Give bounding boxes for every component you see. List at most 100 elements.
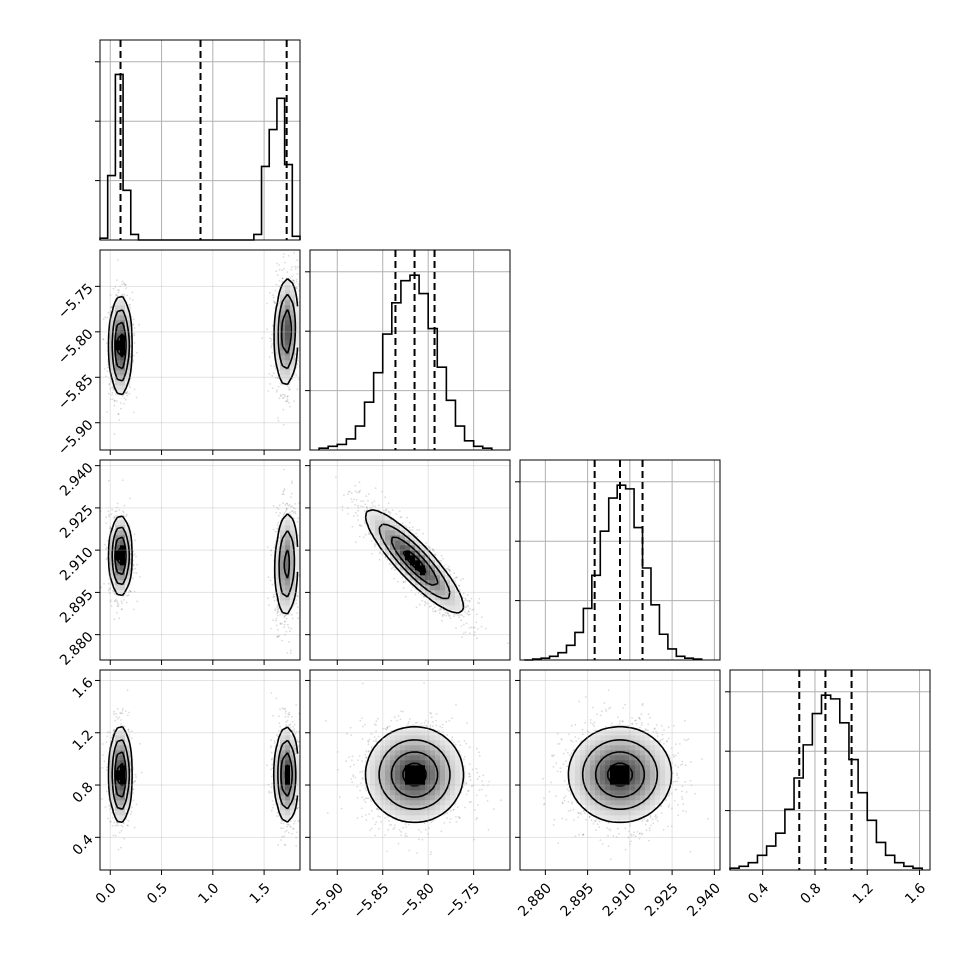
- sample-point: [117, 603, 120, 606]
- sample-point: [462, 623, 465, 626]
- sample-point: [277, 607, 280, 610]
- sample-point: [279, 623, 282, 626]
- sample-point: [292, 511, 295, 514]
- sample-point: [432, 610, 434, 613]
- sample-point: [133, 327, 136, 329]
- sample-point: [305, 334, 307, 336]
- sample-point: [115, 279, 118, 281]
- contour-line: [107, 278, 299, 396]
- sample-point: [287, 395, 289, 398]
- histogram-panel-2: [515, 459, 721, 661]
- density-cell: [285, 565, 291, 571]
- sample-point: [304, 332, 306, 334]
- sample-point: [106, 411, 108, 413]
- density-cell: [280, 355, 286, 361]
- density-cell: [280, 290, 286, 296]
- density-cell: [120, 575, 126, 581]
- sample-point: [107, 589, 110, 592]
- sample-point: [448, 570, 451, 573]
- density-cell: [115, 305, 121, 311]
- density-cell: [115, 360, 121, 366]
- sample-point: [272, 372, 275, 374]
- sample-point: [271, 343, 273, 345]
- density-cell: [120, 390, 126, 396]
- sample-point: [115, 598, 117, 601]
- sample-point: [122, 599, 125, 601]
- sample-point: [129, 497, 131, 500]
- sample-point: [291, 275, 293, 277]
- sample-point: [282, 513, 285, 516]
- sample-point: [364, 503, 366, 506]
- sample-point: [272, 505, 275, 507]
- sample-point: [114, 599, 117, 602]
- density-cell: [115, 375, 121, 381]
- sample-point: [460, 625, 463, 627]
- sample-point: [123, 283, 126, 286]
- sample-point: [343, 494, 345, 496]
- sample-point: [304, 353, 306, 355]
- density-cell: [120, 550, 126, 556]
- sample-point: [276, 604, 279, 607]
- density-cell: [290, 530, 296, 536]
- density-cell: [280, 530, 286, 536]
- sample-point: [360, 500, 363, 503]
- sample-point: [377, 504, 380, 507]
- panel-background: [100, 250, 300, 450]
- sample-point: [277, 521, 279, 524]
- sample-point: [277, 610, 280, 613]
- sample-point: [116, 604, 119, 607]
- sample-point: [374, 505, 377, 508]
- sample-point: [278, 268, 281, 271]
- sample-point: [350, 498, 353, 500]
- sample-point: [123, 282, 125, 284]
- contour-line: [111, 526, 296, 598]
- sample-point: [110, 605, 113, 607]
- sample-point: [274, 619, 277, 622]
- density-cell: [120, 360, 126, 366]
- sample-point: [366, 506, 368, 509]
- sample-point: [466, 604, 469, 607]
- sample-point: [359, 489, 362, 492]
- density-cell: [280, 575, 286, 581]
- sample-point: [278, 595, 281, 598]
- sample-point: [379, 552, 381, 555]
- sample-point: [418, 603, 421, 606]
- sample-point: [124, 284, 127, 286]
- sample-point: [374, 487, 377, 489]
- sample-point: [442, 557, 444, 560]
- sample-point: [293, 400, 295, 403]
- sample-point: [113, 517, 116, 520]
- density-cell: [285, 590, 291, 596]
- sample-point: [120, 608, 123, 610]
- sample-point: [470, 626, 473, 629]
- sample-point: [295, 599, 298, 601]
- sample-point: [102, 338, 105, 341]
- density-cell: [285, 325, 291, 331]
- sample-point: [132, 577, 134, 580]
- sample-point: [452, 613, 455, 615]
- sample-point: [464, 597, 467, 600]
- sample-point: [464, 631, 467, 634]
- sample-point: [473, 631, 476, 634]
- sample-point: [285, 507, 288, 510]
- panel-frame: [99, 249, 301, 451]
- sample-point: [295, 602, 298, 605]
- sample-point: [270, 549, 273, 552]
- sample-point: [109, 527, 111, 530]
- density-cell: [125, 315, 131, 321]
- sample-point: [274, 289, 277, 292]
- sample-point: [286, 652, 289, 654]
- sample-point: [106, 350, 109, 352]
- sample-point: [276, 606, 279, 609]
- sample-point: [398, 510, 401, 513]
- sample-point: [113, 433, 116, 435]
- sample-point: [455, 627, 457, 629]
- sample-point: [121, 602, 123, 604]
- density-cell: [115, 300, 121, 306]
- sample-point: [131, 291, 134, 294]
- density-cell: [120, 585, 126, 591]
- sample-point: [411, 586, 414, 588]
- sample-point: [116, 611, 118, 614]
- density-cell: [125, 525, 131, 531]
- sample-point: [277, 285, 280, 287]
